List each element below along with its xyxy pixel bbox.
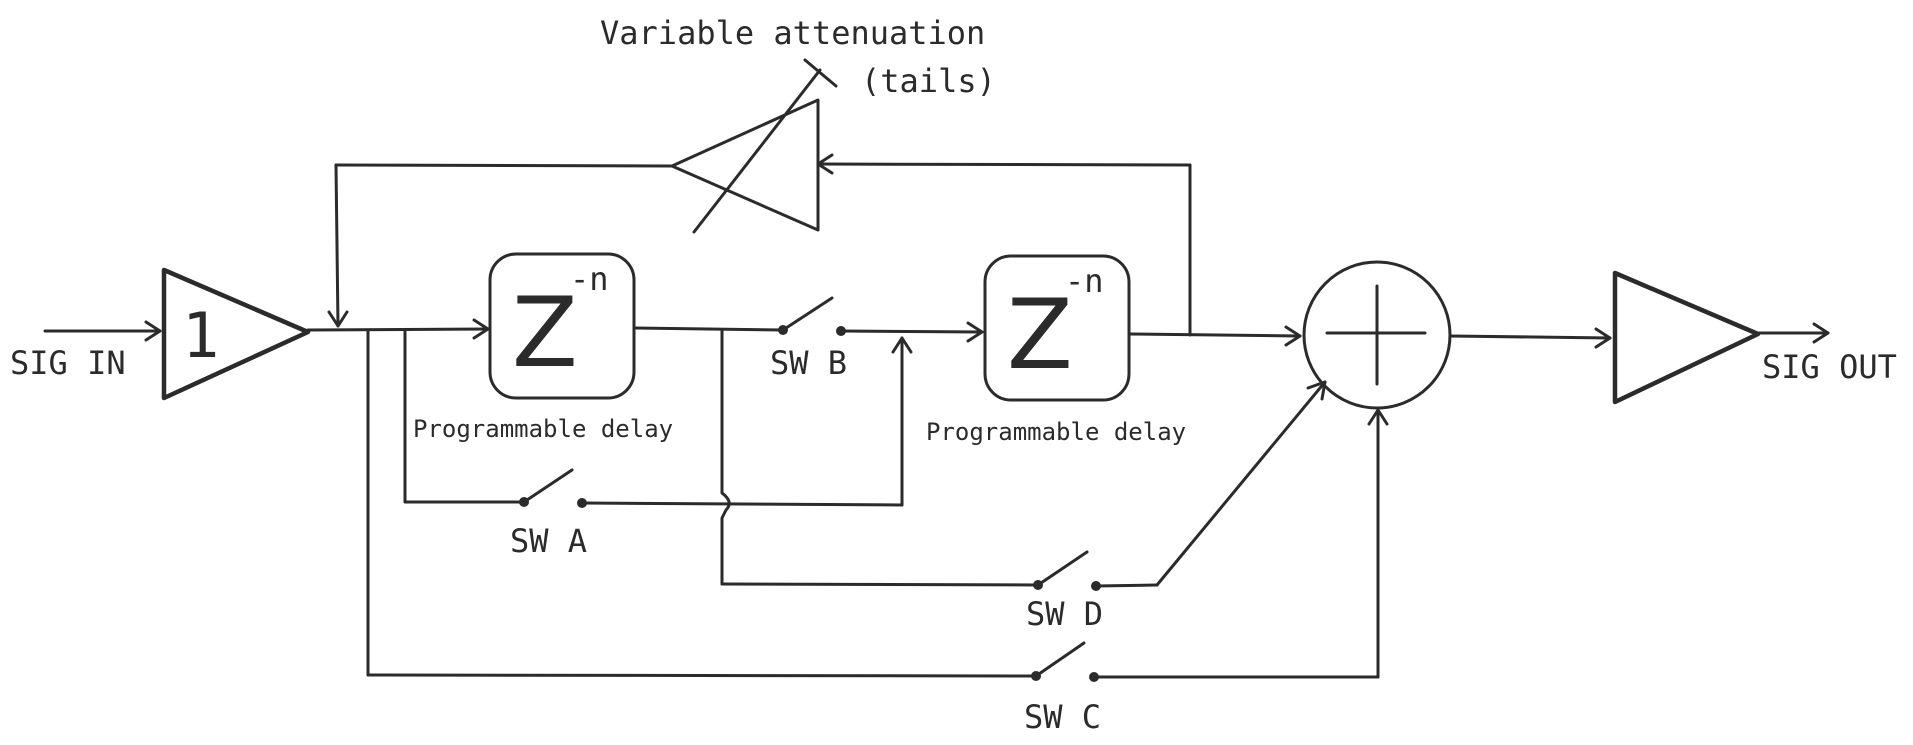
unity-gain-amplifier: 1 bbox=[161, 267, 311, 401]
wire-sum-to-output-amp bbox=[1448, 327, 1612, 349]
switch-d-label: SW D bbox=[1026, 595, 1103, 633]
summing-junction bbox=[1302, 260, 1452, 410]
switch-c bbox=[1031, 641, 1099, 682]
wire-tap-d-drop bbox=[720, 328, 731, 586]
attenuation-label-line-1: Variable attenuation bbox=[600, 14, 985, 52]
switch-b-label: SW B bbox=[770, 344, 847, 382]
wire-tap-d-horizontal bbox=[720, 582, 1040, 587]
switch-a-label: SW A bbox=[510, 522, 587, 560]
attenuation-label-line-2: (tails) bbox=[861, 62, 996, 100]
switch-c-label: SW C bbox=[1024, 698, 1101, 736]
wire-swa-rise bbox=[891, 336, 913, 507]
wire-swd-to-sum bbox=[1155, 380, 1327, 587]
sig-in-label: SIG IN bbox=[10, 344, 126, 382]
input-wire bbox=[43, 320, 162, 342]
wire-swd-to-sum-short bbox=[1094, 583, 1159, 588]
delay-1-caption: Programmable delay bbox=[413, 415, 673, 443]
feedback-return-wire bbox=[327, 163, 674, 328]
delay-2-caption: Programmable delay bbox=[926, 418, 1186, 446]
switch-d bbox=[1033, 550, 1101, 591]
wire-swa-to-node bbox=[580, 501, 904, 507]
delay-1-symbol: Z bbox=[512, 277, 578, 389]
wire-swb-to-delay-2 bbox=[839, 321, 984, 343]
wire-to-delay-1 bbox=[306, 318, 490, 340]
variable-attenuator bbox=[670, 58, 838, 234]
wire-delay2-to-sum bbox=[1127, 325, 1302, 347]
switch-a bbox=[519, 468, 587, 508]
switch-b bbox=[778, 296, 846, 336]
feedback-tap-wire bbox=[816, 153, 1192, 337]
delay-block-2: Z -n bbox=[983, 254, 1131, 402]
wire-delay1-to-swb bbox=[632, 326, 785, 332]
delay-2-symbol: Z bbox=[1007, 279, 1073, 391]
delay-block-1: Z -n bbox=[488, 252, 636, 400]
output-amplifier bbox=[1612, 270, 1761, 405]
sig-out-label: SIG OUT bbox=[1762, 348, 1897, 386]
output-wire bbox=[1756, 322, 1830, 344]
unity-gain-label: 1 bbox=[182, 299, 219, 372]
wire-dry-horizontal bbox=[366, 673, 1038, 678]
delay-2-exponent: -n bbox=[1065, 262, 1104, 300]
wire-swc-to-sum bbox=[1367, 408, 1389, 679]
delay-1-exponent: -n bbox=[570, 260, 609, 298]
